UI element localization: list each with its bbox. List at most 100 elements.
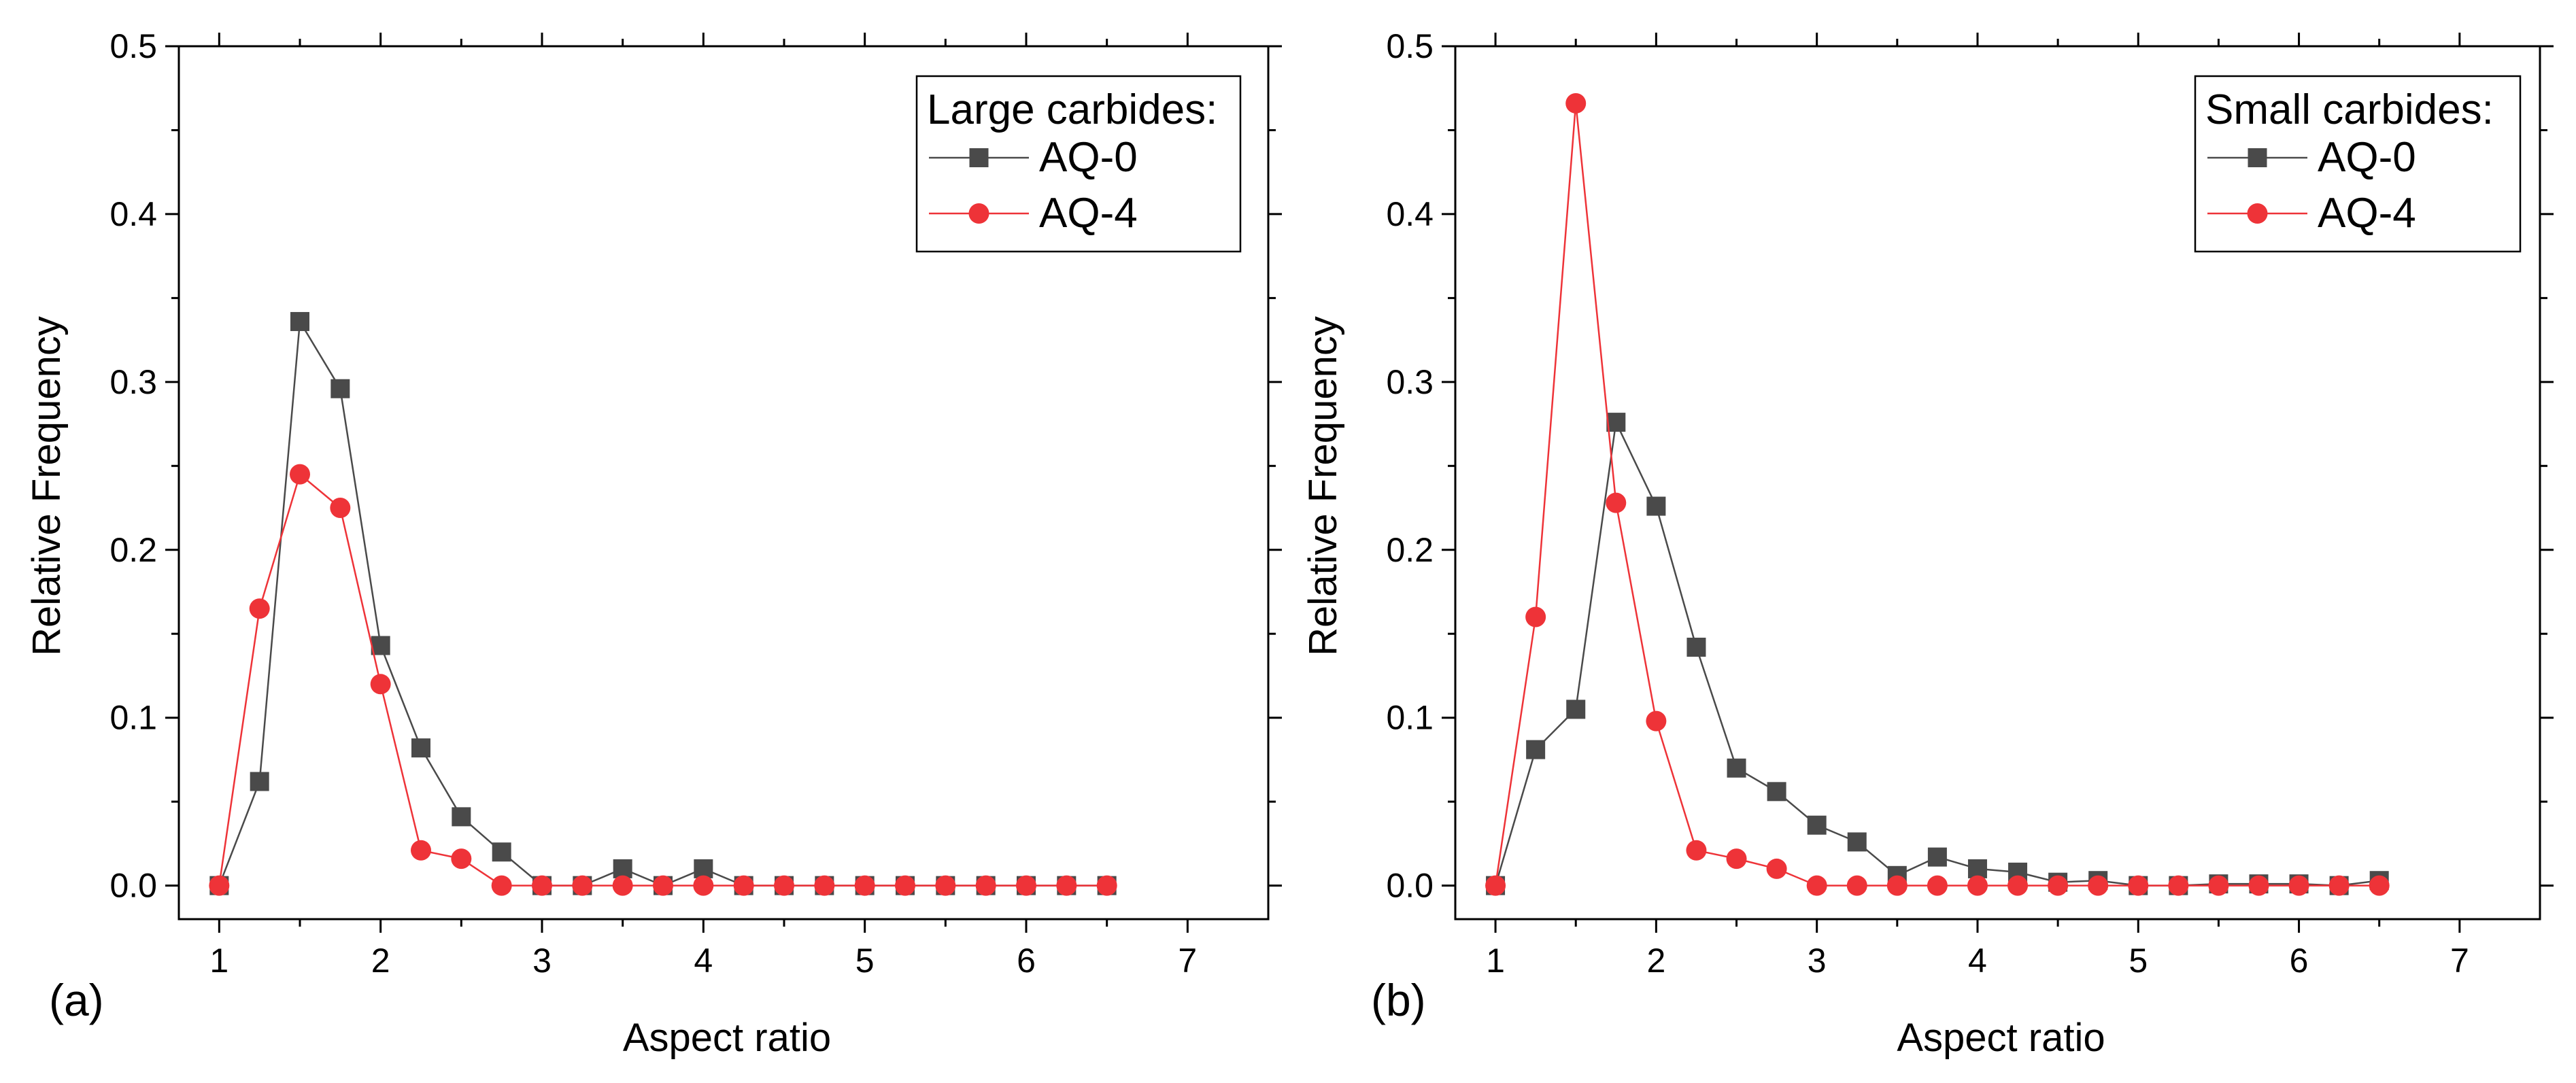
panel-b-point-aq-4 [1927, 875, 1948, 896]
panel-b-y-tick-label: 0.5 [1386, 27, 1434, 65]
panel-b-point-aq-4 [1686, 840, 1707, 861]
panel-a-y-tick-label: 0.4 [109, 195, 157, 233]
panel-a-x-tick-label: 7 [1178, 942, 1197, 980]
panel-b-point-aq-0 [1566, 700, 1586, 719]
panel-b-panel-label: (b) [1371, 975, 1426, 1025]
panel-b-point-aq-4 [1886, 875, 1908, 896]
panel-a-x-tick-label: 3 [532, 942, 552, 980]
panel-a-x-tick-label: 5 [855, 942, 875, 980]
panel-a-y-tick-label: 0.5 [109, 27, 157, 65]
panel-a-point-aq-4 [290, 464, 310, 485]
panel-a-panel-label: (a) [49, 975, 104, 1025]
panel-b-point-aq-4 [1967, 875, 1988, 896]
panel-b-point-aq-4 [1485, 875, 1506, 896]
panel-a-point-aq-4 [1056, 875, 1077, 896]
panel-b-point-aq-4 [2007, 875, 2029, 896]
panel-b-point-aq-0 [1847, 832, 1867, 852]
panel-a-point-aq-4 [653, 875, 673, 896]
panel-b-point-aq-4 [2369, 875, 2390, 896]
panel-b-legend-marker-aq-0 [2248, 148, 2267, 167]
panel-a-legend-label-aq-4: AQ-4 [1039, 190, 1138, 237]
panel-b-point-aq-0 [1967, 859, 1987, 878]
panel-b-point-aq-0 [1606, 413, 1626, 432]
panel-b-point-aq-4 [2248, 875, 2269, 896]
panel-b-point-aq-4 [2088, 875, 2109, 896]
panel-a-point-aq-0 [290, 311, 309, 331]
panel-a-y-axis-title: Relative Frequency [24, 316, 69, 656]
panel-a-x-tick-label: 4 [694, 942, 713, 980]
panel-b-y-tick-label: 0.0 [1386, 867, 1434, 905]
panel-b-x-tick-label: 6 [2290, 942, 2309, 980]
panel-b-x-tick-label: 4 [1968, 942, 1987, 980]
panel-a-point-aq-4 [370, 674, 391, 695]
panel-b-point-aq-4 [1565, 92, 1587, 114]
panel-a-legend-marker-aq-4 [968, 203, 989, 224]
panel-b-point-aq-4 [1846, 875, 1867, 896]
panel-b-point-aq-4 [1726, 848, 1747, 870]
panel-b-point-aq-0 [1807, 815, 1827, 835]
panel-a-x-tick-label: 6 [1017, 942, 1036, 980]
panel-a-point-aq-4 [451, 848, 472, 870]
panel-b-x-tick-label: 5 [2129, 942, 2148, 980]
panel-a-point-aq-4 [774, 875, 794, 896]
panel-a-point-aq-4 [693, 875, 714, 896]
panel-b-point-aq-4 [2208, 875, 2229, 896]
panel-b-x-tick-label: 3 [1808, 942, 1827, 980]
panel-a-point-aq-4 [209, 875, 230, 896]
panel-b-point-aq-4 [2048, 875, 2069, 896]
panel-b-legend-label-aq-0: AQ-0 [2318, 134, 2416, 181]
panel-a-point-aq-4 [935, 875, 956, 896]
panel-a-point-aq-4 [572, 875, 593, 896]
panel-a-y-tick-label: 0.1 [109, 699, 157, 737]
panel-b-point-aq-0 [1687, 637, 1706, 657]
panel-a-point-aq-4 [814, 875, 835, 896]
panel-b-legend-title: Small carbides: [2205, 86, 2494, 133]
panel-b-point-aq-4 [1806, 875, 1827, 896]
panel-b-plot-frame [1454, 45, 2541, 921]
panel-b-y-tick-label: 0.1 [1386, 699, 1434, 737]
panel-b-point-aq-4 [1606, 492, 1627, 513]
panel-a-point-aq-4 [1096, 875, 1117, 896]
panel-a-point-aq-4 [330, 498, 351, 519]
panel-b-point-aq-4 [2128, 875, 2149, 896]
panel-b-point-aq-0 [1727, 758, 1746, 778]
panel-b-point-aq-4 [1646, 710, 1667, 732]
panel-b-y-tick-label: 0.3 [1386, 363, 1434, 401]
panel-a-legend-label-aq-0: AQ-0 [1039, 134, 1138, 181]
panel-b-point-aq-4 [2328, 875, 2350, 896]
panel-b-point-aq-0 [1767, 782, 1786, 802]
panel-a-point-aq-4 [491, 875, 512, 896]
panel-a-point-aq-4 [249, 598, 270, 619]
panel-a-point-aq-0 [492, 842, 511, 862]
panel-b-point-aq-0 [1526, 740, 1546, 759]
panel-b-point-aq-4 [2168, 875, 2189, 896]
panel-a-x-axis-title: Aspect ratio [623, 1016, 831, 1060]
panel-b-x-tick-label: 7 [2450, 942, 2469, 980]
panel-b-legend-marker-aq-4 [2247, 203, 2268, 224]
panel-a-y-tick-label: 0.0 [109, 867, 157, 905]
panel-a-legend-title: Large carbides: [927, 86, 1217, 133]
panel-a-y-tick-label: 0.3 [109, 363, 157, 401]
panel-a-point-aq-4 [895, 875, 915, 896]
panel-a-point-aq-0 [694, 859, 713, 878]
panel-b-point-aq-0 [1646, 496, 1666, 516]
panel-b-x-tick-label: 2 [1646, 942, 1665, 980]
panel-a-point-aq-4 [733, 875, 754, 896]
panel-a-plot-frame [177, 45, 1270, 921]
panel-a-point-aq-4 [975, 875, 996, 896]
panel-a-x-tick-label: 2 [371, 942, 390, 980]
panel-b-point-aq-0 [1927, 847, 1947, 867]
panel-a-point-aq-0 [371, 636, 390, 655]
panel-a-point-aq-0 [411, 738, 430, 758]
panel-b-y-tick-label: 0.4 [1386, 195, 1434, 233]
panel-b-x-tick-label: 1 [1486, 942, 1505, 980]
panel-a-x-tick-label: 1 [209, 942, 228, 980]
panel-b-point-aq-4 [1766, 858, 1787, 879]
panel-b-point-aq-4 [1525, 606, 1546, 628]
panel-a-y-tick-label: 0.2 [109, 531, 157, 569]
panel-b-point-aq-4 [2288, 875, 2309, 896]
panel-a-legend-marker-aq-0 [969, 148, 989, 167]
panel-a-point-aq-4 [854, 875, 875, 896]
panel-b-y-tick-label: 0.2 [1386, 531, 1434, 569]
panel-b-x-axis-title: Aspect ratio [1897, 1016, 2105, 1060]
